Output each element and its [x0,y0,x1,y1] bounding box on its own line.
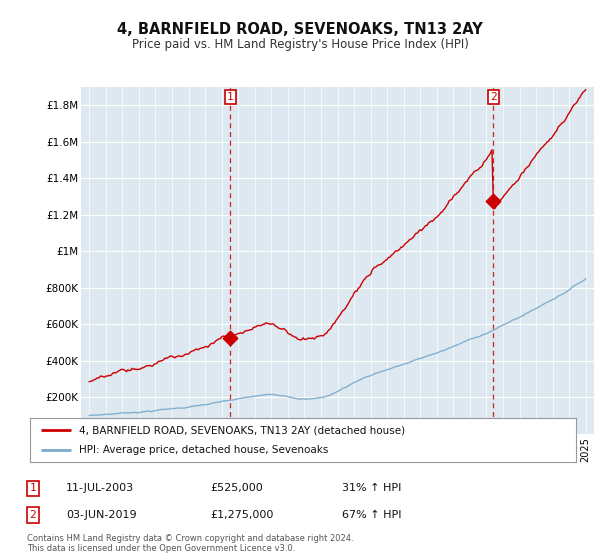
Text: HPI: Average price, detached house, Sevenoaks: HPI: Average price, detached house, Seve… [79,445,329,455]
Text: 1: 1 [29,483,37,493]
Text: 4, BARNFIELD ROAD, SEVENOAKS, TN13 2AY (detached house): 4, BARNFIELD ROAD, SEVENOAKS, TN13 2AY (… [79,425,405,435]
Text: 67% ↑ HPI: 67% ↑ HPI [342,510,401,520]
Text: 11-JUL-2003: 11-JUL-2003 [66,483,134,493]
Text: £1,275,000: £1,275,000 [210,510,274,520]
Text: 31% ↑ HPI: 31% ↑ HPI [342,483,401,493]
Point [226,334,235,343]
Text: 2: 2 [29,510,37,520]
Text: Contains HM Land Registry data © Crown copyright and database right 2024.
This d: Contains HM Land Registry data © Crown c… [27,534,353,553]
Text: 03-JUN-2019: 03-JUN-2019 [66,510,137,520]
Text: Price paid vs. HM Land Registry's House Price Index (HPI): Price paid vs. HM Land Registry's House … [131,38,469,51]
Text: 2: 2 [490,92,497,102]
Point [488,197,498,206]
Text: 4, BARNFIELD ROAD, SEVENOAKS, TN13 2AY: 4, BARNFIELD ROAD, SEVENOAKS, TN13 2AY [117,22,483,38]
Text: £525,000: £525,000 [210,483,263,493]
Text: 1: 1 [227,92,234,102]
